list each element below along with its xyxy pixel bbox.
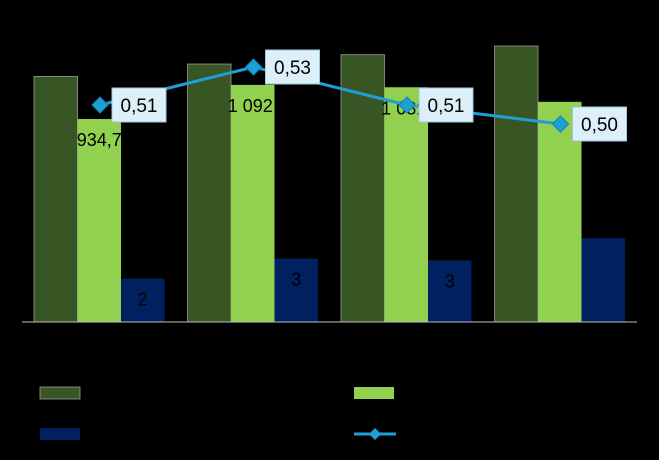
bar-label-s2-c1: 3 xyxy=(291,270,301,290)
legend-swatch-0 xyxy=(39,386,81,400)
bar-s1-c1 xyxy=(231,84,275,322)
line-label-3: 0,50 xyxy=(581,115,618,136)
legend xyxy=(39,386,396,440)
bar-s2-c2 xyxy=(428,260,472,322)
bar-s1-c2 xyxy=(384,87,428,322)
bar-s2-c1 xyxy=(274,258,318,322)
line-label-box-2 xyxy=(418,87,474,123)
bar-label-s1-c1: 1 092, xyxy=(228,96,278,116)
bar-s2-c0 xyxy=(121,278,165,322)
line-marker-2 xyxy=(398,96,416,114)
bar-label-s2-c2: 3 xyxy=(445,271,455,291)
bar-s1-c0 xyxy=(77,119,121,323)
line-label-box-3 xyxy=(572,106,627,142)
line-label-1: 0,53 xyxy=(274,58,311,79)
bar-s2-c3 xyxy=(581,238,625,322)
line-label-2: 0,51 xyxy=(428,96,465,117)
bar-s0-c3 xyxy=(494,45,539,323)
line-label-0: 0,51 xyxy=(121,96,158,117)
legend-swatch-2 xyxy=(40,428,80,440)
legend-swatch-1 xyxy=(354,387,394,399)
line-marker-0 xyxy=(91,96,109,114)
bar-group xyxy=(33,45,625,323)
bar-s0-c1 xyxy=(187,63,232,323)
line-series-path xyxy=(99,65,561,126)
legend-marker-3 xyxy=(369,428,381,440)
bar-s0-c0 xyxy=(33,76,78,323)
bar-label-s1-c0: 934,7 xyxy=(77,130,122,150)
bar-s0-c2 xyxy=(340,54,385,323)
line-label-box-0 xyxy=(111,87,167,123)
line-label-box-1 xyxy=(265,49,320,85)
bar-label-s2-c0: 2 xyxy=(138,290,148,310)
line-marker-3 xyxy=(551,115,570,133)
line-series-group: 0,51 0,53 0,51 0,50 xyxy=(91,49,627,142)
line-marker-1 xyxy=(244,58,263,76)
